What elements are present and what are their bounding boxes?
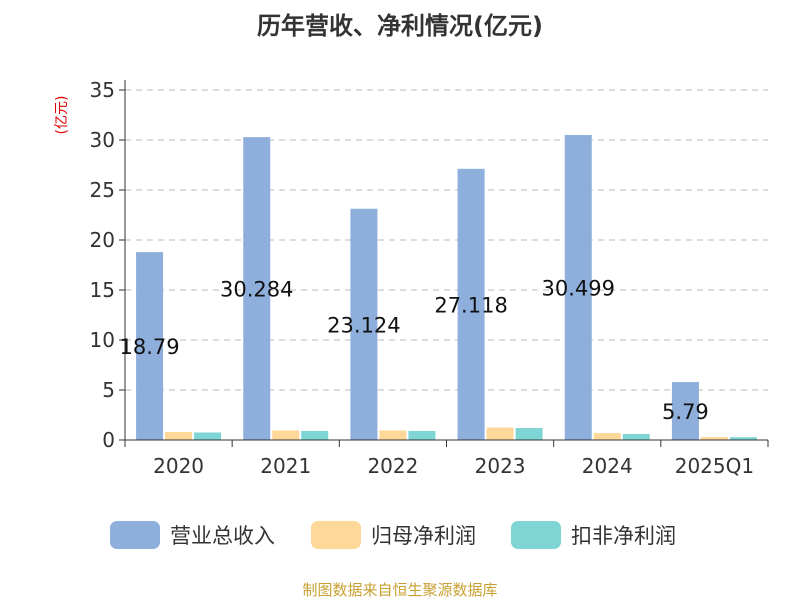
data-label: 18.79 bbox=[120, 335, 180, 359]
legend-label[interactable]: 归母净利润 bbox=[371, 524, 476, 548]
data-label: 27.118 bbox=[434, 293, 507, 317]
bar bbox=[165, 432, 193, 440]
y-tick-label: 15 bbox=[90, 278, 115, 302]
y-tick-label: 5 bbox=[102, 378, 115, 402]
bar bbox=[671, 382, 699, 440]
legend-swatch[interactable] bbox=[110, 521, 160, 549]
bar bbox=[301, 431, 329, 440]
bar bbox=[408, 431, 436, 440]
bar bbox=[593, 433, 621, 440]
data-label: 5.79 bbox=[662, 400, 709, 424]
y-tick-label: 25 bbox=[90, 178, 115, 202]
bar bbox=[700, 437, 728, 440]
x-tick-label: 2023 bbox=[475, 454, 526, 478]
y-tick-label: 20 bbox=[90, 228, 115, 252]
bar bbox=[194, 432, 222, 440]
bar bbox=[486, 427, 514, 440]
data-label: 30.284 bbox=[220, 278, 293, 302]
x-tick-label: 2020 bbox=[153, 454, 204, 478]
bar bbox=[350, 208, 378, 440]
y-tick-label: 35 bbox=[90, 78, 115, 102]
chart-title: 历年营收、净利情况(亿元) bbox=[257, 12, 543, 40]
x-tick-label: 2025Q1 bbox=[675, 454, 754, 478]
bar bbox=[515, 428, 543, 440]
legend-label[interactable]: 扣非净利润 bbox=[571, 524, 676, 548]
bar bbox=[379, 430, 407, 440]
grid-lines bbox=[125, 89, 768, 391]
x-tick-label: 2021 bbox=[260, 454, 311, 478]
bar bbox=[272, 430, 300, 440]
data-label: 23.124 bbox=[327, 313, 400, 337]
legend-swatch[interactable] bbox=[511, 521, 561, 549]
source-note: 制图数据来自恒生聚源数据库 bbox=[302, 581, 497, 599]
y-tick-label: 0 bbox=[102, 428, 115, 452]
legend-label[interactable]: 营业总收入 bbox=[170, 524, 275, 548]
axes-group: 0 5 10 15 20 25 30 35 2020 2021 2022 2023 2024 2025Q1 bbox=[90, 78, 769, 478]
data-label: 30.499 bbox=[542, 277, 615, 301]
bar bbox=[457, 168, 485, 440]
y-axis-unit: (亿元) bbox=[54, 96, 70, 135]
bars-group bbox=[136, 135, 757, 440]
x-tick-label: 2022 bbox=[367, 454, 418, 478]
bar bbox=[243, 137, 271, 440]
bar bbox=[136, 252, 164, 440]
y-tick-label: 30 bbox=[90, 128, 115, 152]
y-tick-label: 10 bbox=[90, 328, 115, 352]
bar bbox=[564, 135, 592, 440]
bar bbox=[729, 437, 757, 440]
bar bbox=[622, 434, 650, 440]
data-labels-group: 18.79 30.284 23.124 27.118 30.499 5.79 bbox=[120, 277, 709, 425]
legend[interactable]: 营业总收入 归母净利润 扣非净利润 bbox=[110, 521, 676, 549]
legend-swatch[interactable] bbox=[311, 521, 361, 549]
x-tick-label: 2024 bbox=[582, 454, 633, 478]
